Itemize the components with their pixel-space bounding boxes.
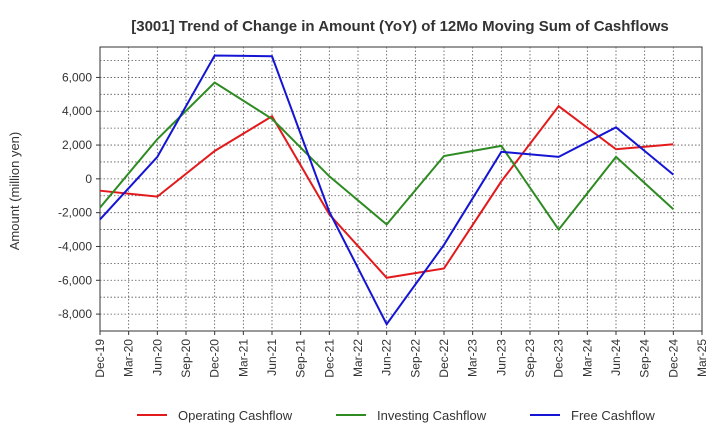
x-tick-label: Mar-20 <box>122 339 136 377</box>
legend-label: Free Cashflow <box>571 408 655 423</box>
x-tick-label: Dec-23 <box>552 339 566 378</box>
legend-item-investing-cashflow: Investing Cashflow <box>336 408 487 423</box>
x-tick-label: Jun-21 <box>265 339 279 376</box>
y-tick-label: 4,000 <box>62 104 92 118</box>
x-tick-label: Sep-23 <box>523 339 537 378</box>
y-tick-label: -2,000 <box>58 206 92 220</box>
y-tick-label: 0 <box>85 172 92 186</box>
x-tick-label: Dec-19 <box>93 339 107 378</box>
y-tick-label: 2,000 <box>62 138 92 152</box>
y-tick-label: -4,000 <box>58 239 92 253</box>
x-tick-label: Jun-23 <box>494 339 508 376</box>
legend-item-operating-cashflow: Operating Cashflow <box>137 408 293 423</box>
y-tick-label: 6,000 <box>62 70 92 84</box>
x-tick-label: Dec-22 <box>437 339 451 378</box>
x-tick-label: Mar-23 <box>466 339 480 377</box>
legend: Operating Cashflow Investing Cashflow Free… <box>137 408 655 423</box>
x-tick-label: Jun-22 <box>380 339 394 376</box>
y-tick-label: -8,000 <box>58 307 92 321</box>
x-tick-label: Dec-24 <box>666 339 680 378</box>
legend-label: Investing Cashflow <box>377 408 487 423</box>
chart-title: [3001] Trend of Change in Amount (YoY) o… <box>131 18 669 35</box>
series-line-operating-cashflow <box>99 104 674 279</box>
series-line-investing-cashflow <box>99 81 675 232</box>
x-tick-label: Mar-25 <box>695 339 709 377</box>
plot-area <box>99 46 703 332</box>
y-axis-label: Amount (million yen) <box>7 132 22 251</box>
x-tick-label: Jun-20 <box>150 339 164 376</box>
x-tick-label: Sep-24 <box>638 339 652 378</box>
axis-layer: 6,000 4,000 2,000 0 -2,000 -4,000 -6,000 -8,000… <box>58 70 709 377</box>
grid-layer <box>99 46 703 332</box>
x-tick-label: Sep-20 <box>179 339 193 378</box>
x-tick-label: Dec-21 <box>322 339 336 378</box>
x-tick-label: Sep-22 <box>408 339 422 378</box>
legend-label: Operating Cashflow <box>178 408 293 423</box>
series-layer <box>99 54 675 327</box>
legend-item-free-cashflow: Free Cashflow <box>530 408 655 423</box>
x-tick-label: Sep-21 <box>294 339 308 378</box>
x-tick-label: Mar-22 <box>351 339 365 377</box>
y-tick-label: -6,000 <box>58 273 92 287</box>
x-tick-label: Mar-21 <box>236 339 250 377</box>
series-line-free-cashflow <box>99 54 674 327</box>
x-tick-label: Jun-24 <box>609 339 623 376</box>
x-tick-label: Mar-24 <box>580 339 594 377</box>
x-tick-label: Dec-20 <box>208 339 222 378</box>
